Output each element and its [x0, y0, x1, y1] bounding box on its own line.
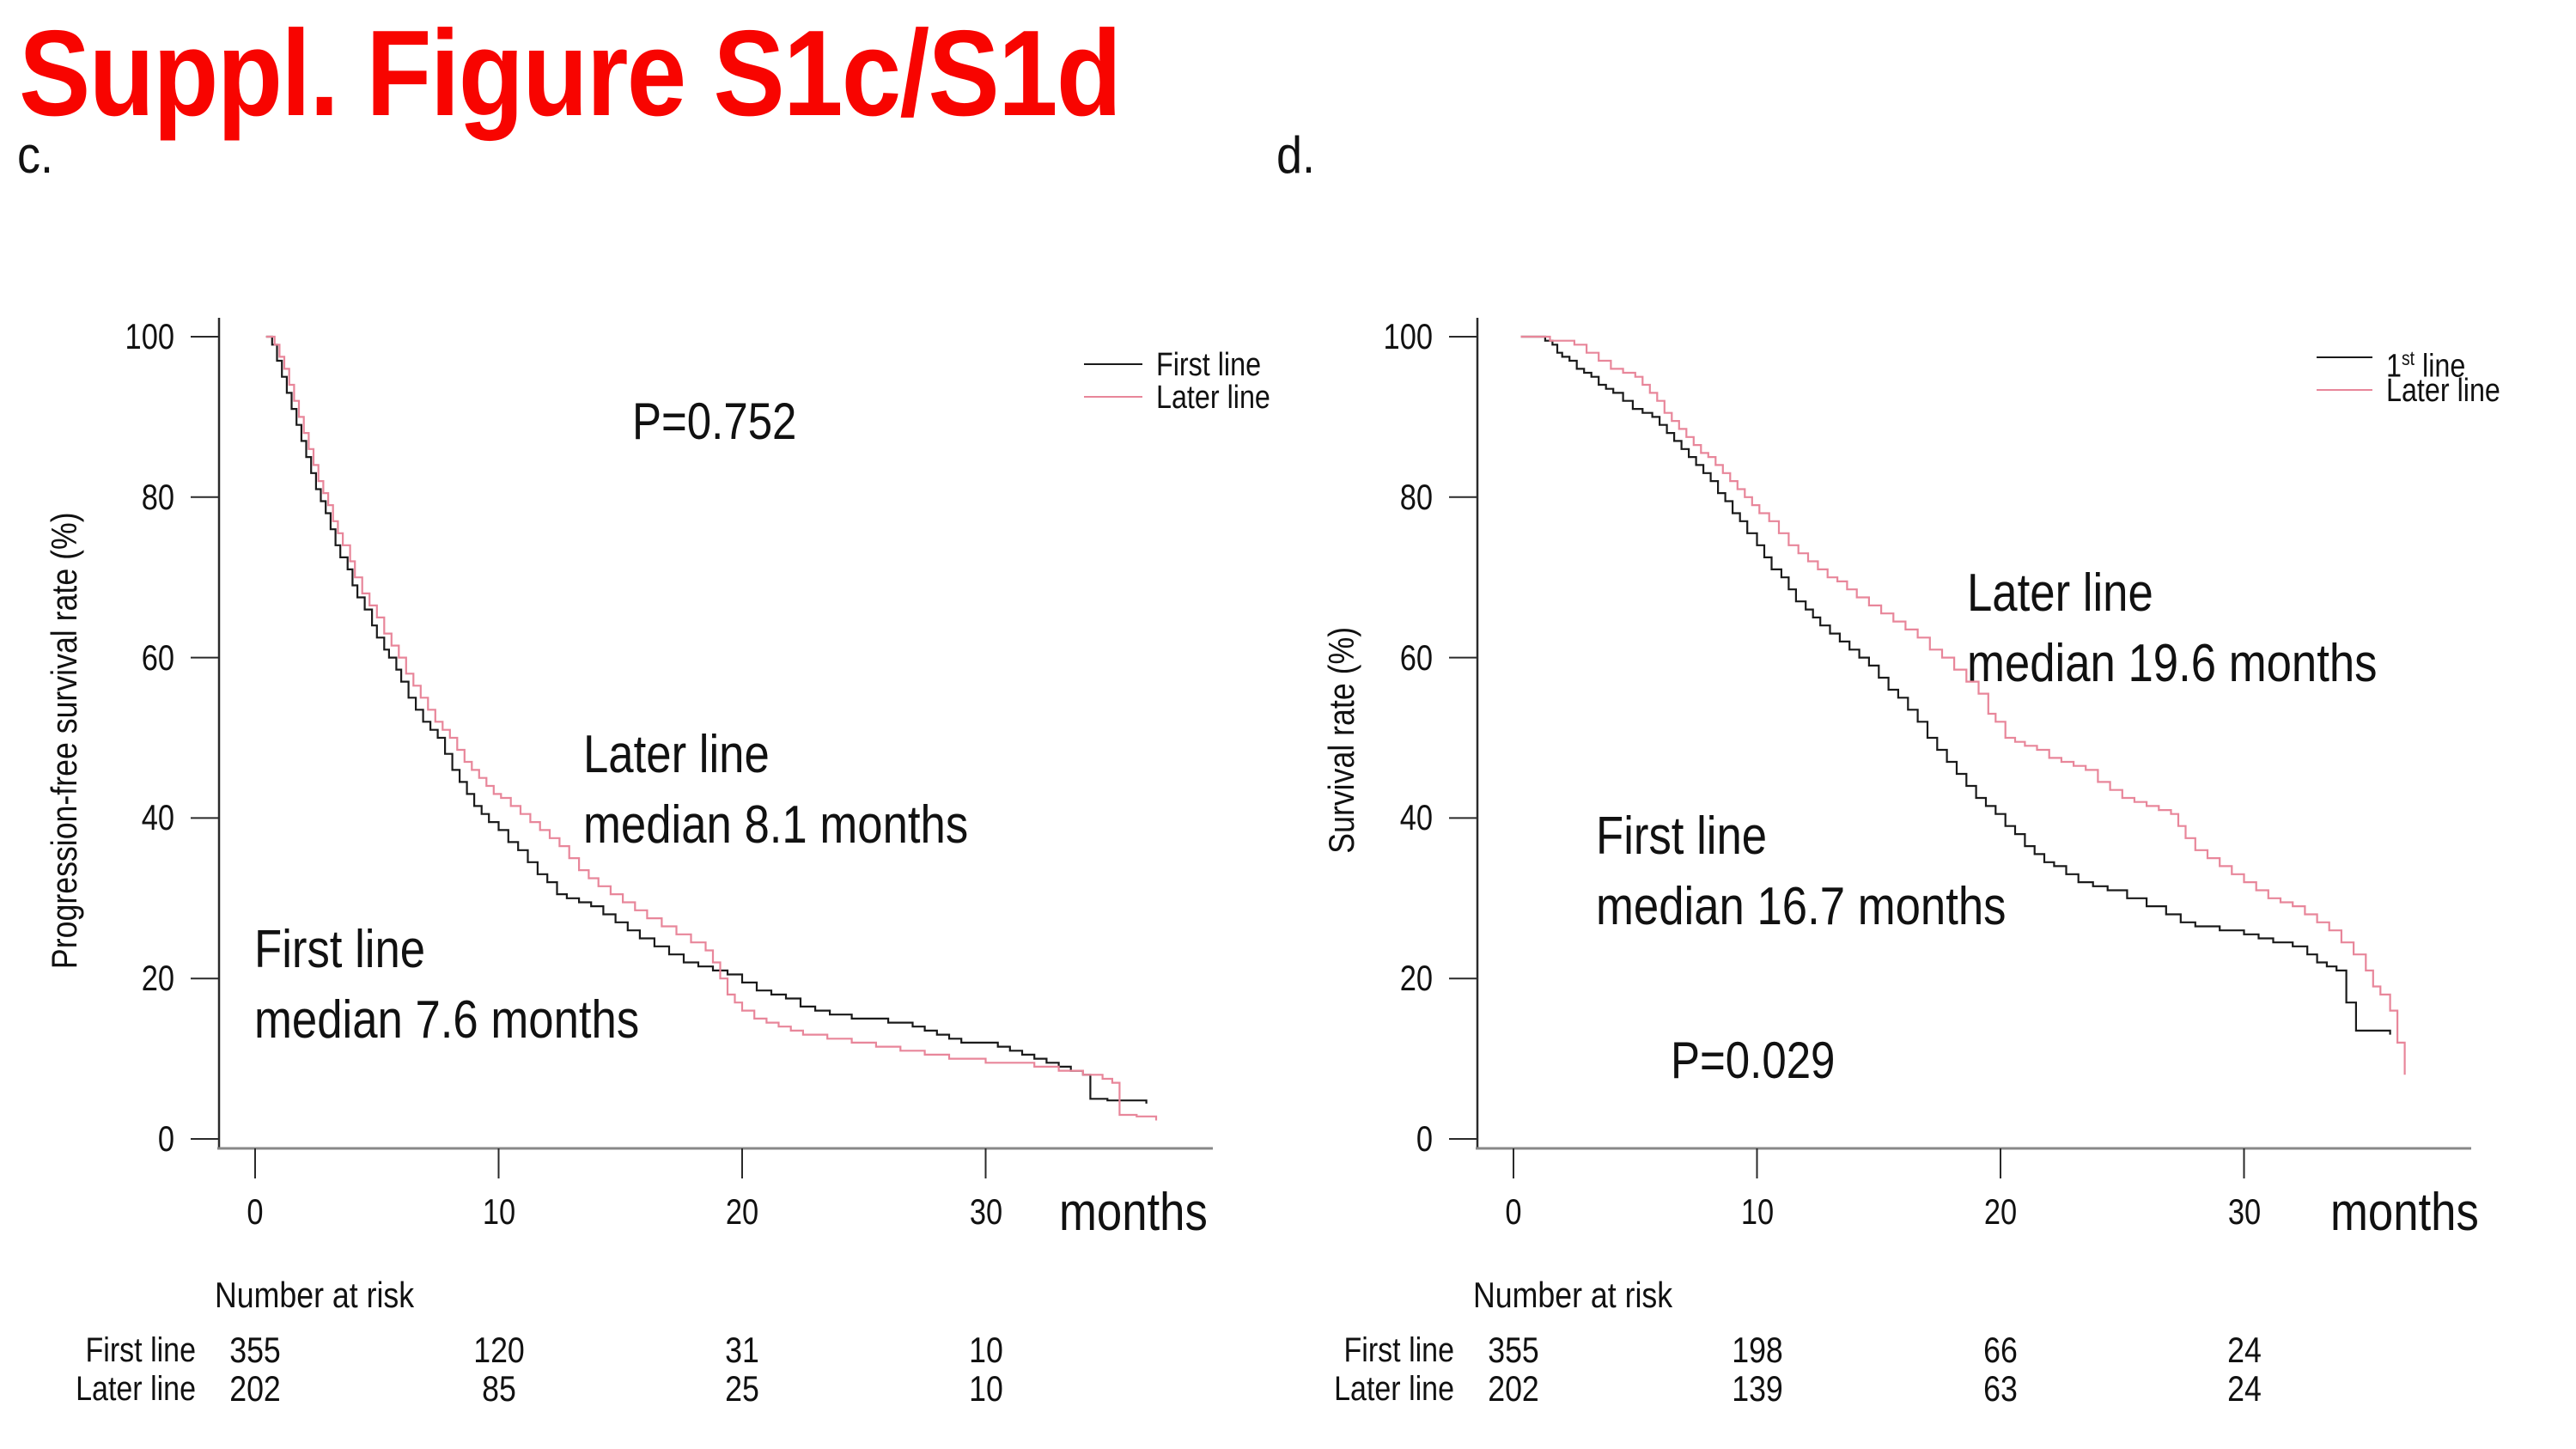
number-at-risk-header-d: Number at risk: [1473, 1275, 1673, 1315]
y-tick-label: 60: [141, 636, 174, 678]
risk-row-label: First line: [85, 1331, 196, 1369]
risk-value: 198: [1731, 1330, 1783, 1370]
legend-label: First line: [1156, 347, 1262, 383]
x-tick-label: 20: [725, 1191, 759, 1232]
risk-row-label: Later line: [1334, 1370, 1454, 1408]
y-tick-label: 80: [1399, 476, 1433, 517]
risk-row-label: Later line: [76, 1370, 197, 1408]
annotation-line: First line: [1596, 807, 1768, 866]
x-axis-title-d: months: [2330, 1183, 2479, 1242]
panel-label-d: d.: [1276, 126, 1316, 184]
x-axis-title-c: months: [1059, 1183, 1208, 1242]
risk-value: 63: [1983, 1368, 2018, 1409]
x-tick-label: 0: [1505, 1191, 1522, 1232]
legend-label: 1st line: [2386, 347, 2466, 385]
risk-value: 355: [229, 1330, 281, 1370]
risk-value: 24: [2226, 1368, 2262, 1409]
y-tick-label: 100: [125, 316, 174, 356]
risk-value: 66: [1983, 1330, 2018, 1370]
x-tick-label: 30: [2227, 1191, 2261, 1232]
risk-value: 355: [1488, 1330, 1539, 1370]
y-tick-label: 0: [157, 1118, 174, 1159]
annotation-first-line-d: First line median 16.7 months: [1596, 806, 2079, 947]
legend-swatch-line: [1084, 396, 1142, 398]
y-tick-label: 40: [141, 797, 174, 838]
legend-label: Later line: [2386, 373, 2500, 409]
y-tick-label: 60: [1399, 636, 1433, 678]
annotation-line: median 8.1 months: [583, 795, 969, 855]
annotation-line: median 16.7 months: [1596, 877, 2007, 936]
annotation-first-line-c: First line median 7.6 months: [254, 919, 707, 1060]
y-tick-label: 100: [1383, 316, 1433, 356]
p-value-d: P=0.029: [1671, 1032, 1836, 1089]
y-tick-label: 40: [1399, 797, 1433, 838]
km-plot-c: [191, 318, 1213, 1178]
annotation-later-line-c: Later line median 8.1 months: [583, 724, 1036, 865]
km-curve-1st-line: [1520, 335, 2391, 1035]
y-tick-label: 20: [1399, 958, 1433, 999]
risk-row-label: First line: [1343, 1331, 1454, 1369]
risk-value: 202: [1488, 1368, 1539, 1409]
annotation-later-line-d: Later line median 19.6 months: [1967, 563, 2450, 703]
figure-title: Suppl. Figure S1c/S1d: [19, 5, 1122, 142]
risk-value: 31: [725, 1330, 759, 1370]
risk-value: 85: [481, 1368, 516, 1409]
km-curve-first-line: [265, 335, 1148, 1104]
y-tick-label: 0: [1416, 1118, 1433, 1159]
x-tick-label: 30: [969, 1191, 1002, 1232]
number-at-risk-header-c: Number at risk: [215, 1275, 415, 1315]
risk-value: 139: [1731, 1368, 1783, 1409]
y-tick-label: 80: [141, 476, 174, 517]
risk-value: 25: [725, 1368, 759, 1409]
y-tick-label: 20: [141, 958, 174, 999]
km-curve-later-line: [1520, 335, 2406, 1075]
annotation-line: First line: [254, 920, 426, 979]
risk-value: 10: [968, 1330, 1003, 1370]
legend-swatch-line: [2317, 356, 2372, 358]
risk-value: 120: [472, 1330, 525, 1370]
km-plot-d: [1449, 318, 2471, 1178]
annotation-line: median 7.6 months: [254, 990, 640, 1050]
x-tick-label: 10: [1740, 1191, 1774, 1232]
annotation-line: median 19.6 months: [1967, 634, 2378, 693]
legend-swatch-line: [1084, 363, 1142, 365]
km-curve-later-line: [265, 335, 1158, 1121]
risk-value: 10: [968, 1368, 1003, 1409]
annotation-line: Later line: [1967, 563, 2153, 623]
x-tick-label: 20: [1983, 1191, 2018, 1232]
risk-value: 202: [229, 1368, 281, 1409]
x-tick-label: 10: [482, 1191, 515, 1232]
annotation-line: Later line: [583, 725, 770, 784]
p-value-c: P=0.752: [632, 393, 797, 450]
risk-value: 24: [2226, 1330, 2262, 1370]
panel-label-c: c.: [17, 126, 54, 184]
x-tick-label: 0: [247, 1191, 264, 1232]
legend-swatch-line: [2317, 389, 2372, 391]
legend-label: Later line: [1156, 380, 1270, 416]
